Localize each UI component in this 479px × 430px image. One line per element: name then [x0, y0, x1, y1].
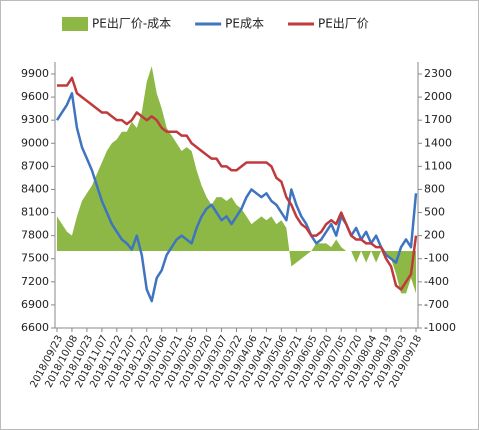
line — [57, 76, 418, 291]
y-tick-label: 6900 — [21, 298, 49, 311]
y2-tick-label: 1400 — [424, 136, 452, 149]
y-tick-label: 8700 — [21, 159, 49, 172]
line — [55, 91, 418, 303]
y-tick-label: 9300 — [21, 113, 49, 126]
y-tick-label: 7200 — [21, 275, 49, 288]
y2-tick-label: 200 — [424, 229, 445, 242]
y2-tick-label: -100 — [424, 252, 449, 265]
y2-tick-label: 1700 — [424, 113, 452, 126]
area — [57, 66, 416, 294]
y2-tick-label: 800 — [424, 182, 445, 195]
y-tick-label: 9600 — [21, 90, 49, 103]
y2-tick-label: -1000 — [424, 321, 456, 334]
y2-tick-label: 2300 — [424, 67, 452, 80]
y2-tick-label: 1100 — [424, 159, 452, 172]
legend: PE出厂价-成本 PE成本 PE出厂价 — [62, 17, 369, 31]
y-tick-label: 9900 — [21, 67, 49, 80]
legend-label: PE出厂价-成本 — [92, 17, 171, 31]
y-tick-label: 7800 — [21, 229, 49, 242]
legend-label: PE出厂价 — [318, 17, 369, 31]
y-tick-label: 6600 — [21, 321, 49, 334]
legend-label: PE成本 — [225, 17, 264, 31]
y-tick-label: 9000 — [21, 136, 49, 149]
y-tick-label: 8400 — [21, 182, 49, 195]
legend-swatch — [62, 17, 88, 31]
y-tick-label: 8100 — [21, 206, 49, 219]
y2-tick-label: -700 — [424, 298, 449, 311]
y-tick-label: 7500 — [21, 252, 49, 265]
y2-tick-label: -400 — [424, 275, 449, 288]
y2-tick-label: 2000 — [424, 90, 452, 103]
y2-tick-label: 500 — [424, 206, 445, 219]
